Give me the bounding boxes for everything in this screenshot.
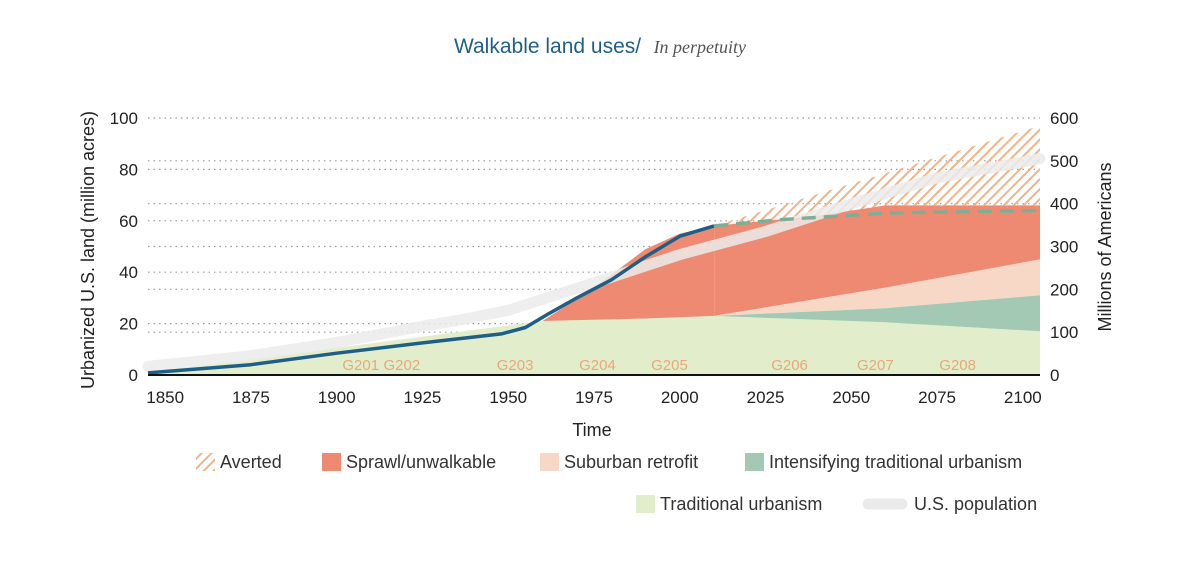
legend-swatch	[196, 453, 215, 471]
x-tick-label: 2050	[832, 388, 870, 407]
y2-tick-label: 100	[1050, 323, 1078, 342]
legend-label: U.S. population	[914, 494, 1037, 514]
legend-swatch	[636, 495, 655, 513]
chart-title-main: Walkable land uses/	[454, 35, 641, 58]
y-tick-label: 40	[119, 263, 138, 282]
area-series	[148, 125, 1040, 375]
axes: 1850 1875 1900 1925 1950 1975 2000 2025 2050 2075…	[110, 109, 1079, 407]
x-tick-label: 2075	[918, 388, 956, 407]
y2-tick-label: 200	[1050, 280, 1078, 299]
y2-axis-label: Millions of Americans	[1095, 162, 1115, 331]
y2-tick-label: 0	[1050, 366, 1059, 385]
generation-label: G208	[939, 357, 976, 374]
generation-label: G201	[342, 357, 379, 374]
y-axis-label: Urbanized U.S. land (million acres)	[78, 111, 98, 389]
generation-labels: G201 G202 G203 G204 G205 G206 G207 G208	[342, 357, 976, 374]
x-axis-label: Time	[572, 420, 611, 440]
area-averted	[714, 125, 1040, 226]
x-tick-label: 1850	[146, 388, 184, 407]
legend-label: Traditional urbanism	[660, 494, 822, 514]
y2-tick-label: 400	[1050, 195, 1078, 214]
x-tick-label: 1875	[232, 388, 270, 407]
area-sprawl-unwalkable	[714, 205, 1040, 316]
x-tick-label: 2025	[747, 388, 785, 407]
legend-label: Intensifying traditional urbanism	[769, 452, 1022, 472]
line-urbanized-land-projected	[713, 208, 1041, 228]
x-tick-label: 1925	[404, 388, 442, 407]
generation-label: G202	[384, 357, 421, 374]
legend-swatch	[322, 453, 341, 471]
legend-swatch	[745, 453, 764, 471]
y-tick-label: 60	[119, 212, 138, 231]
y2-tick-label: 500	[1050, 152, 1078, 171]
area-intensifying-traditional-urbanism	[714, 295, 1040, 332]
y-tick-label: 100	[110, 109, 138, 128]
line-urbanized-land-historical	[147, 224, 715, 375]
legend: Averted Sprawl/unwalkable Suburban retrofi…	[196, 452, 1037, 514]
legend-label: Sprawl/unwalkable	[346, 452, 496, 472]
y-tick-label: 20	[119, 315, 138, 334]
chart-title: Walkable land uses/ In perpetuity	[454, 35, 746, 58]
generation-label: G205	[651, 357, 688, 374]
x-tick-label: 2100	[1004, 388, 1042, 407]
y-tick-label: 0	[129, 366, 138, 385]
area-suburban-retrofit	[714, 259, 1040, 316]
area-traditional-urbanism	[148, 315, 1040, 375]
x-tick-label: 1900	[318, 388, 356, 407]
generation-label: G206	[771, 357, 808, 374]
generation-label: G207	[857, 357, 894, 374]
line-us-population	[142, 153, 1046, 372]
y-tick-label: 80	[119, 160, 138, 179]
legend-swatch	[540, 453, 559, 471]
x-tick-label: 1975	[575, 388, 613, 407]
legend-label: Averted	[220, 452, 282, 472]
x-tick-label: 1950	[489, 388, 527, 407]
y2-tick-label: 300	[1050, 238, 1078, 257]
generation-label: G203	[497, 357, 534, 374]
line-series	[142, 153, 1046, 375]
legend-label: Suburban retrofit	[564, 452, 698, 472]
x-tick-label: 2000	[661, 388, 699, 407]
generation-label: G204	[579, 357, 616, 374]
chart-subtitle: In perpetuity	[653, 37, 746, 57]
y2-tick-label: 600	[1050, 109, 1078, 128]
